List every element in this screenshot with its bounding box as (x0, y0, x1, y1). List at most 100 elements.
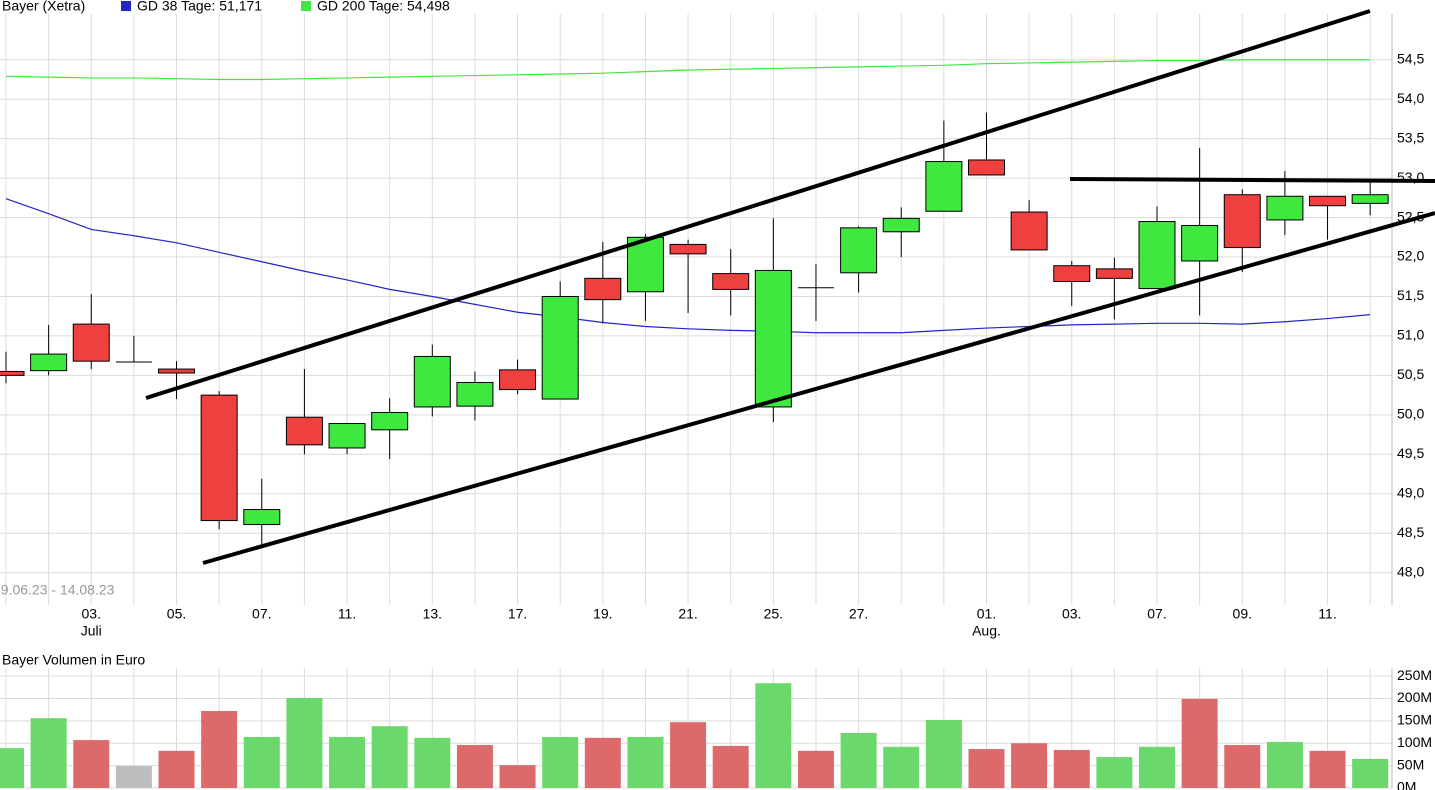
legend-label: GD 38 Tage: 51,171 (137, 0, 262, 14)
candle-body (1138, 221, 1176, 290)
x-tick-label: 03. (1062, 606, 1081, 622)
candle-body (158, 368, 196, 374)
volume-bar (883, 746, 920, 788)
trend-lines (145, 9, 1435, 565)
candle-body (626, 236, 664, 293)
x-tick-label: 07. (252, 606, 271, 622)
chart-title: Bayer (Xetra) (2, 0, 85, 14)
volume-bar (1011, 743, 1048, 788)
trend-line (145, 9, 1371, 400)
x-tick-label: 09. (1233, 606, 1252, 622)
volume-bar (30, 718, 67, 788)
moving-average-line (5, 59, 1371, 81)
volume-bar (329, 736, 366, 788)
x-tick-label: 13. (423, 606, 442, 622)
y-tick-label: 50,5 (1397, 366, 1424, 382)
volume-bar (456, 745, 493, 788)
volume-bar (414, 737, 451, 788)
volume-bar (1266, 741, 1303, 788)
volume-bar (755, 683, 792, 788)
x-tick-label: 27. (849, 606, 868, 622)
volume-bar (1224, 745, 1261, 788)
volume-bar (968, 749, 1005, 788)
volume-bar (712, 745, 749, 788)
candle-body (1181, 224, 1219, 262)
y-tick-label: 50,0 (1397, 406, 1424, 422)
y-tick-label: 200M (1397, 689, 1432, 705)
candle-body (1010, 211, 1048, 251)
volume-bar (584, 737, 621, 788)
candle-body (328, 423, 366, 449)
volume-bar (115, 766, 152, 788)
volume-bar (73, 740, 110, 788)
moving-average-line (5, 198, 1371, 334)
trend-line (1069, 177, 1435, 183)
volume-bar (627, 736, 664, 788)
x-tick-label: 21. (678, 606, 697, 622)
x-tick-label: 11. (338, 606, 356, 622)
candle-body (1053, 265, 1091, 282)
x-tick-label: 03. (82, 606, 101, 622)
volume-bar (1053, 749, 1090, 788)
y-tick-label: 54,0 (1397, 90, 1424, 106)
candle-body (285, 416, 323, 446)
y-tick-label: 52,5 (1397, 208, 1424, 224)
volume-bar (1139, 746, 1176, 788)
candle-body (371, 411, 409, 431)
volume-bar (243, 736, 280, 788)
x-tick-label: 11. (1318, 606, 1336, 622)
volume-bar (925, 719, 962, 788)
y-tick-label: 49,0 (1397, 484, 1424, 500)
candle-body (882, 217, 920, 233)
legend-swatch (301, 1, 311, 11)
candle-body (243, 509, 281, 526)
y-tick-label: 53,0 (1397, 169, 1424, 185)
legend-swatch (121, 1, 131, 11)
volume-bar (840, 732, 877, 788)
y-tick-label: 51,5 (1397, 287, 1424, 303)
volume-bar (0, 748, 24, 788)
candle-body (1223, 194, 1261, 249)
candle-body (1351, 194, 1389, 204)
x-tick-label: 07. (1147, 606, 1166, 622)
candle-body (30, 353, 68, 372)
y-tick-label: 49,5 (1397, 445, 1424, 461)
volume-bar (158, 750, 195, 788)
candle-body (413, 355, 451, 408)
candle-body (499, 369, 537, 391)
candle-body (200, 394, 238, 522)
candle-body (1095, 268, 1133, 279)
y-tick-label: 48,0 (1397, 563, 1424, 579)
candle-body (712, 273, 750, 290)
y-tick-label: 53,5 (1397, 129, 1424, 145)
x-tick-sublabel: Aug. (972, 623, 1001, 639)
volume-bar (286, 698, 323, 788)
candle-body (1266, 195, 1304, 221)
volume-bar (201, 710, 238, 788)
volume-bar (670, 722, 707, 788)
x-tick-label: 01. (977, 606, 996, 622)
y-tick-label: 100M (1397, 734, 1432, 750)
volume-bar (1096, 757, 1133, 788)
chart-title: Bayer Volumen in Euro (2, 652, 145, 668)
date-range: 29.06.23 - 14.08.23 (0, 582, 115, 598)
volume-bar (371, 726, 408, 788)
marks (0, 59, 1389, 788)
candle-body (1309, 195, 1347, 207)
x-tick-label: 17. (508, 606, 527, 622)
y-tick-label: 150M (1397, 712, 1432, 728)
candle-body (541, 295, 579, 400)
volume-bar (499, 765, 536, 788)
volume-bar (797, 750, 834, 788)
legend-label: GD 200 Tage: 54,498 (317, 0, 450, 14)
x-tick-label: 19. (593, 606, 612, 622)
x-tick-label: 05. (167, 606, 186, 622)
x-tick-sublabel: Juli (81, 623, 102, 639)
candle-body (967, 159, 1005, 176)
y-tick-label: 0M (1397, 779, 1416, 790)
y-tick-label: 54,5 (1397, 50, 1424, 66)
y-tick-label: 52,0 (1397, 248, 1424, 264)
volume-bar (1352, 758, 1389, 788)
